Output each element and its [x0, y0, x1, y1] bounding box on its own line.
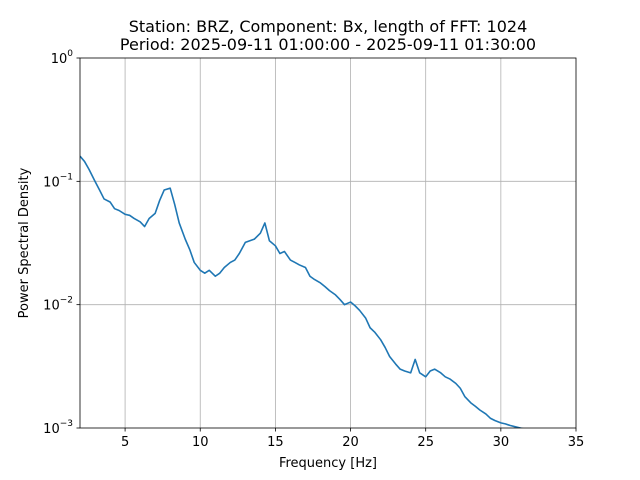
series-group: [80, 155, 524, 428]
y-tick-exponent: −1: [60, 172, 73, 182]
psd-series-line: [80, 155, 524, 428]
chart-title-line1: Station: BRZ, Component: Bx, length of F…: [129, 17, 528, 36]
grid-lines: [80, 58, 576, 428]
plot-frame: [79, 57, 577, 429]
x-tick-label: 25: [417, 435, 434, 450]
y-tick-exponent: 0: [67, 49, 73, 59]
x-axis-ticks: 5 10 15 20 25 30 35: [121, 428, 584, 450]
x-tick-label: 20: [342, 435, 359, 450]
y-tick-label: 10−1: [43, 172, 73, 190]
x-tick-label: 35: [568, 435, 585, 450]
y-tick-base: 10: [43, 422, 60, 437]
y-tick-exponent: −2: [60, 296, 73, 306]
y-tick-label: 10−3: [43, 419, 73, 437]
x-tick-label: 10: [192, 435, 209, 450]
y-axis-label: Power Spectral Density: [17, 167, 32, 318]
y-tick-exponent: −3: [60, 419, 73, 429]
chart-title-line2: Period: 2025-09-11 01:00:00 - 2025-09-11…: [120, 35, 536, 54]
x-tick-label: 15: [267, 435, 284, 450]
y-tick-base: 10: [43, 175, 60, 190]
x-axis-label: Frequency [Hz]: [279, 456, 377, 471]
y-tick-label: 100: [51, 49, 74, 67]
y-tick-base: 10: [43, 299, 60, 314]
x-tick-label: 5: [121, 435, 129, 450]
y-tick-label: 10−2: [43, 296, 73, 314]
y-tick-base: 10: [51, 52, 68, 67]
x-tick-label: 30: [493, 435, 510, 450]
